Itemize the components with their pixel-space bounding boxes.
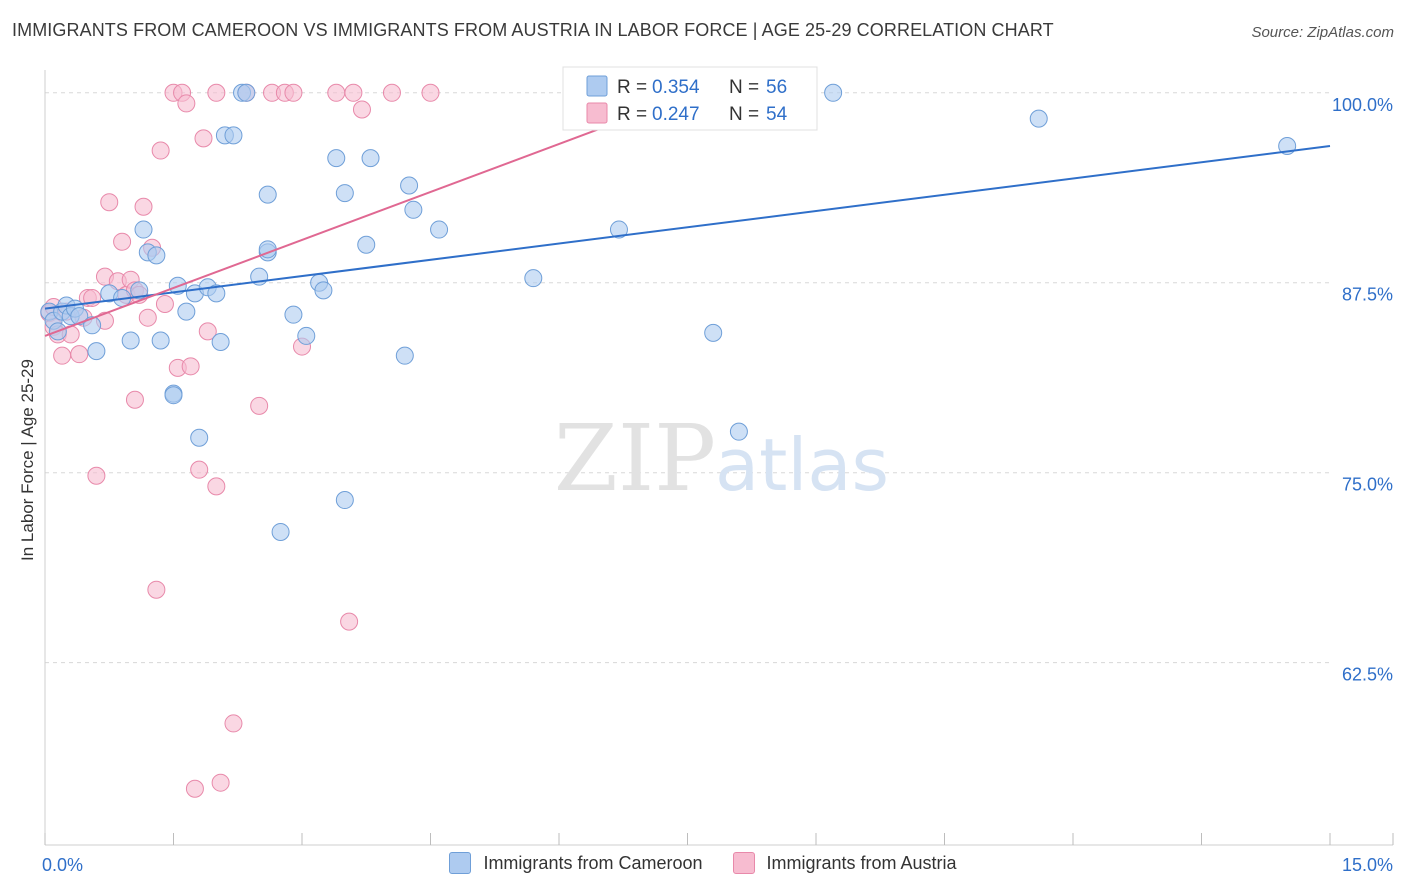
point-austria: [207, 477, 226, 496]
point-austria: [327, 83, 346, 102]
point-austria: [113, 232, 132, 251]
point-cameroon: [524, 269, 543, 288]
legend-label-austria: Immigrants from Austria: [766, 852, 957, 873]
point-cameroon: [1029, 109, 1048, 128]
legend-item-austria: Immigrants from Austria: [732, 852, 957, 874]
point-cameroon: [151, 331, 170, 350]
legend-r-label-cameroon: R =: [617, 77, 647, 98]
point-cameroon: [87, 342, 106, 361]
point-austria: [352, 100, 371, 119]
legend-label-cameroon: Immigrants from Cameroon: [483, 852, 703, 873]
point-austria: [100, 193, 119, 212]
point-austria: [382, 83, 401, 102]
legend-swatch-cameroon-bottom: [449, 852, 472, 874]
point-austria: [207, 83, 226, 102]
point-cameroon: [207, 284, 226, 303]
point-austria: [284, 83, 303, 102]
point-cameroon: [271, 522, 290, 541]
point-cameroon: [314, 281, 333, 300]
point-cameroon: [430, 220, 449, 239]
point-austria: [190, 460, 209, 479]
point-cameroon: [147, 246, 166, 265]
point-austria: [53, 346, 72, 365]
legend-r-value-austria: 0.247: [652, 104, 700, 125]
point-cameroon: [177, 302, 196, 321]
point-cameroon: [83, 316, 102, 335]
point-austria: [185, 779, 204, 798]
source-label: Source: ZipAtlas.com: [1251, 24, 1394, 41]
point-austria: [181, 357, 200, 376]
legend-item-cameroon: Immigrants from Cameroon: [449, 852, 703, 874]
legend-swatch-austria: [586, 102, 608, 124]
point-cameroon: [729, 422, 748, 441]
x-tick-labels: 0.0% 15.0%: [42, 855, 1393, 875]
legend-swatch-cameroon: [586, 75, 608, 97]
x-tick-label: 0.0%: [42, 855, 83, 875]
point-austria: [421, 83, 440, 102]
y-tick-label: 87.5%: [1342, 285, 1393, 305]
point-cameroon: [164, 386, 183, 405]
point-cameroon: [327, 149, 346, 168]
point-austria: [125, 390, 144, 409]
chart-title: IMMIGRANTS FROM CAMEROON VS IMMIGRANTS F…: [12, 20, 1054, 40]
point-austria: [87, 466, 106, 485]
point-cameroon: [357, 235, 376, 254]
point-cameroon: [70, 307, 89, 326]
legend-swatch-austria-bottom: [732, 852, 755, 874]
y-tick-labels: 100.0% 87.5% 75.0% 62.5%: [1332, 95, 1393, 685]
point-austria: [134, 197, 153, 216]
point-cameroon: [258, 185, 277, 204]
legend-r-value-cameroon: 0.354: [652, 77, 700, 98]
point-cameroon: [404, 200, 423, 219]
point-cameroon: [190, 428, 209, 447]
y-tick-label: 62.5%: [1342, 665, 1393, 685]
point-austria: [344, 83, 363, 102]
series-legend: Immigrants from Cameroon Immigrants from…: [0, 852, 1406, 874]
stats-legend: R = 0.354 N = 56 R = 0.247 N = 54: [562, 66, 818, 131]
trend-line-austria: [44, 91, 697, 337]
point-cameroon: [395, 346, 414, 365]
trend-line-cameroon: [44, 144, 1331, 310]
point-austria: [224, 714, 243, 733]
point-austria: [70, 345, 89, 364]
point-austria: [177, 94, 196, 113]
point-cameroon: [400, 176, 419, 195]
gridlines: [45, 92, 1330, 664]
point-cameroon: [224, 126, 243, 145]
point-cameroon: [134, 220, 153, 239]
point-austria: [138, 308, 157, 327]
legend-r-label-austria: R =: [617, 104, 647, 125]
x-tick-label: 15.0%: [1342, 855, 1393, 875]
point-cameroon: [237, 83, 256, 102]
point-cameroon: [361, 149, 380, 168]
point-cameroon: [211, 333, 230, 352]
trend-lines: [44, 91, 1331, 337]
watermark-zip: ZIP: [554, 405, 716, 512]
point-austria: [194, 129, 213, 148]
point-cameroon: [704, 323, 723, 342]
point-austria: [151, 141, 170, 160]
point-cameroon: [297, 326, 316, 345]
axes: [44, 70, 1394, 846]
point-austria: [155, 295, 174, 314]
y-tick-label: 75.0%: [1342, 475, 1393, 495]
legend-n-value-cameroon: 56: [766, 77, 787, 98]
point-cameroon: [335, 184, 354, 203]
y-tick-label: 100.0%: [1332, 95, 1393, 115]
point-cameroon: [284, 305, 303, 324]
legend-n-label-cameroon: N =: [729, 77, 759, 98]
point-austria: [147, 580, 166, 599]
point-cameroon: [824, 83, 843, 102]
point-cameroon: [130, 281, 149, 300]
legend-n-label-austria: N =: [729, 104, 759, 125]
point-cameroon: [609, 220, 628, 239]
point-cameroon: [121, 331, 140, 350]
point-austria: [340, 612, 359, 631]
point-cameroon: [335, 491, 354, 510]
point-austria: [211, 773, 230, 792]
point-austria: [250, 396, 269, 415]
point-austria: [198, 322, 217, 341]
legend-n-value-austria: 54: [766, 104, 788, 125]
